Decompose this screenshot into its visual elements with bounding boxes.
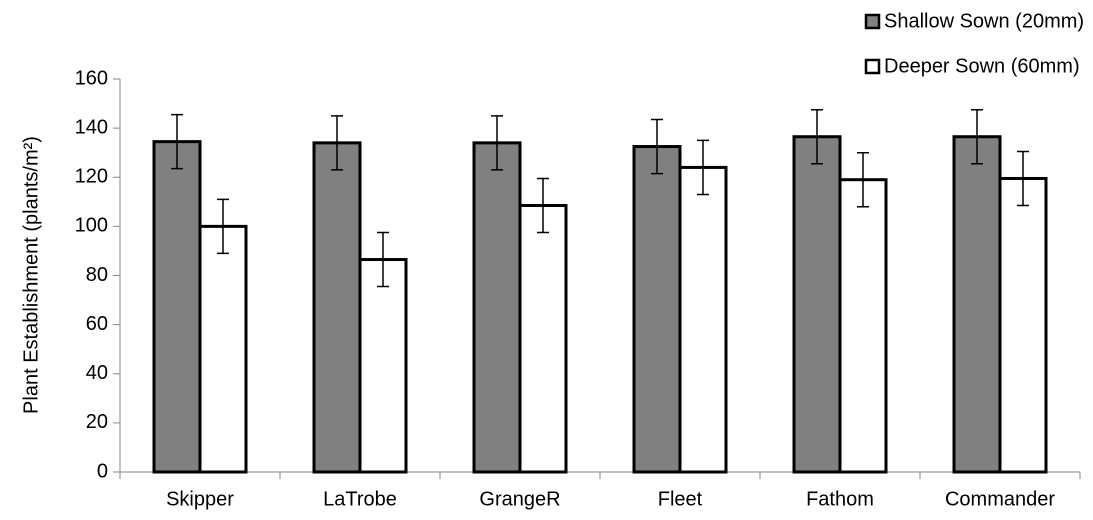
- bar: [792, 135, 842, 474]
- y-tick-label: 80: [86, 264, 108, 286]
- error-bar: [651, 118, 663, 175]
- y-tick-label: 160: [75, 67, 108, 89]
- bar: [518, 203, 568, 474]
- legend-label: Deeper Sown (60mm): [884, 55, 1080, 77]
- x-tick-label: Skipper: [166, 488, 234, 510]
- legend-swatch: [864, 58, 881, 75]
- y-tick-label: 20: [86, 411, 108, 433]
- y-tick-label: 120: [75, 166, 108, 188]
- bar: [678, 165, 728, 474]
- error-bar: [217, 198, 229, 255]
- bar: [952, 135, 1002, 474]
- y-tick-label: 0: [97, 460, 108, 482]
- bar: [358, 258, 408, 474]
- y-tick-label: 140: [75, 116, 108, 138]
- error-bar: [697, 139, 709, 196]
- bar: [998, 176, 1048, 474]
- error-bar: [857, 151, 869, 208]
- x-tick-label: GrangeR: [479, 488, 560, 510]
- y-tick-label: 100: [75, 215, 108, 237]
- error-bar: [811, 108, 823, 165]
- bar: [312, 141, 362, 474]
- legend-swatch: [864, 13, 881, 30]
- x-tick-label: Fathom: [806, 488, 874, 510]
- bar: [632, 145, 682, 474]
- x-tick-label: LaTrobe: [323, 488, 397, 510]
- error-bar: [1017, 150, 1029, 207]
- bar: [198, 224, 248, 474]
- x-tick-label: Fleet: [658, 488, 703, 510]
- bar: [152, 140, 202, 474]
- x-tick-label: Commander: [945, 488, 1055, 510]
- y-tick-label: 60: [86, 313, 108, 335]
- bar: [472, 141, 522, 474]
- error-bar: [377, 231, 389, 288]
- y-axis-title: Plant Establishment (plants/m²): [20, 136, 42, 414]
- error-bar: [171, 113, 183, 170]
- y-tick-label: 40: [86, 362, 108, 384]
- error-bar: [537, 177, 549, 234]
- legend-label: Shallow Sown (20mm): [884, 10, 1084, 32]
- error-bar: [331, 115, 343, 171]
- bar: [838, 178, 888, 474]
- error-bar: [491, 115, 503, 171]
- error-bar: [971, 108, 983, 165]
